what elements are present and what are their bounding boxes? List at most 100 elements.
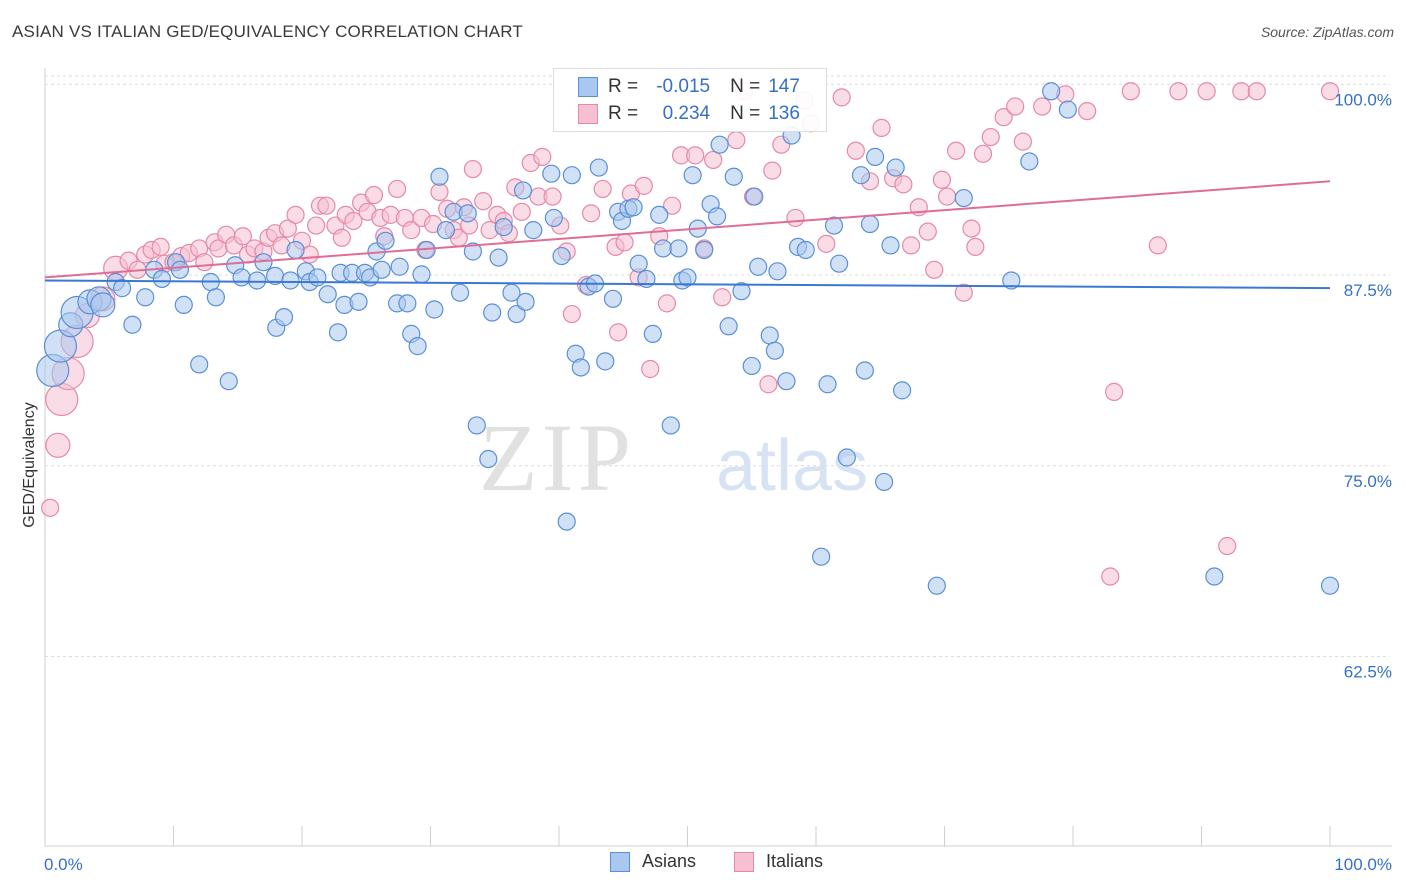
asians-point: [866, 147, 885, 166]
asians-point: [796, 240, 815, 260]
asians-point: [170, 260, 190, 279]
asians-point: [483, 303, 502, 322]
asians-point: [219, 372, 238, 391]
asians-point: [710, 135, 729, 154]
italians-point: [344, 211, 363, 231]
italians-point: [1013, 132, 1032, 151]
asians-point: [954, 188, 973, 208]
asians-point: [629, 254, 648, 273]
legend-italians[interactable]: Italians: [734, 851, 823, 872]
asians-point: [650, 205, 669, 224]
asians-point: [450, 283, 470, 302]
italians-point: [662, 196, 682, 215]
asians-point: [603, 289, 623, 308]
italians-point: [954, 283, 973, 302]
asians-point: [643, 324, 662, 343]
asians-point: [232, 268, 251, 287]
italians-point: [973, 144, 993, 163]
legend-label-italians: Italians: [766, 851, 824, 871]
r-label: R =: [608, 103, 639, 124]
asians-point: [524, 221, 543, 240]
italians-point: [932, 170, 952, 189]
asians-point: [412, 265, 431, 284]
italians-point: [307, 216, 326, 235]
asians-point: [408, 337, 427, 356]
asians-point: [886, 158, 905, 177]
asians-point: [286, 240, 305, 260]
asians-point: [745, 187, 764, 206]
legend-asians[interactable]: Asians: [610, 851, 696, 872]
asians-point: [152, 269, 172, 289]
asians-point: [274, 308, 294, 327]
italians-point: [1105, 382, 1124, 401]
italians-point: [463, 159, 483, 179]
italians-point: [817, 234, 836, 253]
svg-text:ZIP: ZIP: [479, 404, 635, 511]
asians-point: [372, 260, 391, 279]
asians-point: [544, 208, 563, 228]
tick-labels: 100.0% 87.5% 75.0% 62.5% 0.0% 100.0%: [44, 90, 1392, 874]
asians-point: [247, 271, 267, 290]
asians-point: [458, 204, 477, 223]
y-tick-label: 75.0%: [1344, 472, 1392, 491]
y-axis-label: GED/Equivalency: [21, 402, 38, 528]
asians-point: [661, 416, 680, 435]
italians-point: [763, 161, 782, 180]
asians-point: [390, 257, 409, 276]
y-tick-label: 100.0%: [1334, 90, 1392, 109]
asians-point: [123, 315, 142, 334]
italians-point: [704, 150, 723, 170]
italians-point: [1232, 82, 1251, 101]
asians-point: [562, 166, 581, 185]
italians-point: [786, 208, 805, 228]
x-tick-label-right: 100.0%: [1334, 855, 1392, 874]
italians-point: [430, 182, 449, 202]
italians-point: [994, 108, 1013, 127]
asians-point: [90, 292, 116, 318]
asians-point: [596, 352, 615, 371]
asians-point: [174, 295, 193, 314]
asians-point: [837, 448, 856, 467]
italians-point: [609, 323, 628, 342]
asians-point: [812, 547, 831, 566]
italians-point: [1218, 536, 1237, 556]
asians-point: [571, 358, 590, 377]
asians-point: [768, 262, 787, 281]
asians-point: [136, 288, 155, 307]
italians-point: [195, 253, 214, 272]
asians-point: [398, 294, 417, 313]
italians-point: [946, 141, 966, 160]
asians-point: [328, 323, 348, 342]
asians-point: [732, 282, 751, 301]
italians-point: [1121, 82, 1140, 101]
italians-point: [1006, 97, 1025, 116]
asians-point: [430, 167, 449, 186]
asians-point: [425, 300, 444, 319]
asians-point: [881, 236, 900, 255]
asians-point: [830, 254, 849, 273]
asians-point: [507, 304, 526, 324]
asians-point: [467, 416, 486, 435]
asians-point: [653, 239, 673, 258]
italians-point: [562, 304, 581, 324]
italians-point: [1101, 567, 1120, 586]
italians-point: [533, 147, 552, 166]
italians-point: [727, 130, 746, 150]
italians-point: [937, 187, 957, 206]
italians-point: [151, 237, 170, 257]
chart-title: ASIAN VS ITALIAN GED/EQUIVALENCY CORRELA…: [12, 22, 523, 41]
italians-points: [41, 82, 1340, 586]
italians-legend-swatch: [734, 851, 754, 872]
asians-point: [1320, 576, 1340, 595]
asians-point: [318, 285, 337, 304]
stats-row-asians: R = -0.015 N = 147: [554, 74, 800, 100]
y-tick-label: 87.5%: [1344, 281, 1392, 300]
asians-point: [624, 198, 643, 217]
asians-point: [719, 317, 738, 336]
italians-point: [634, 176, 653, 195]
italians-point: [686, 146, 705, 165]
asians-point: [589, 158, 608, 177]
asians-point: [1002, 271, 1021, 290]
asians-point: [552, 246, 571, 266]
italians-point: [286, 205, 305, 224]
